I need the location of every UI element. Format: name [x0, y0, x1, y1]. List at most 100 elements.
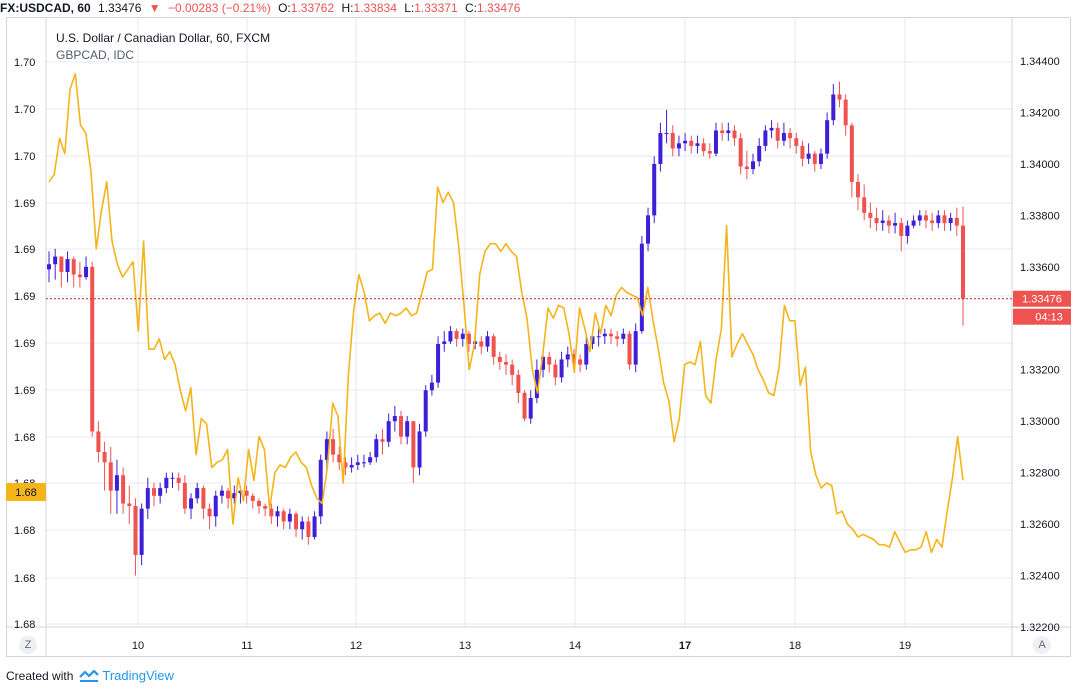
candle-body	[90, 266, 95, 432]
candle-body	[405, 421, 410, 437]
candle-body	[856, 181, 861, 198]
candle-body	[812, 153, 817, 164]
last-price-badge	[1013, 290, 1071, 307]
left-axis-tick-label: 1.69	[14, 244, 35, 256]
legend-main-series[interactable]: U.S. Dollar / Canadian Dollar, 60, FXCM	[56, 31, 271, 45]
candle-body	[368, 457, 373, 463]
x-axis-tick-label: 17	[679, 640, 691, 652]
chart-frame	[6, 17, 1071, 657]
x-axis-tick-label: 19	[899, 640, 911, 652]
candle-body	[738, 138, 743, 167]
candle-body	[627, 333, 632, 365]
candle-body	[238, 490, 243, 494]
high-label: H:	[341, 1, 354, 15]
candle-body	[961, 225, 965, 299]
open-value: 1.33762	[290, 1, 335, 15]
candle-body	[658, 133, 663, 164]
candle-body	[176, 477, 181, 483]
close-value: 1.33476	[476, 1, 521, 15]
candle-body	[615, 336, 620, 339]
candle-body	[930, 220, 935, 224]
right-axis-tick-label: 1.32800	[1020, 468, 1060, 480]
candle-body	[448, 331, 453, 342]
last-price-badge-text: 1.33476	[1022, 294, 1062, 306]
tradingview-logo[interactable]: TradingView	[79, 668, 174, 683]
right-axis-tick-label: 1.34000	[1020, 159, 1060, 171]
x-axis-tick-label: 12	[350, 640, 362, 652]
right-axis-tick-label: 1.32600	[1020, 519, 1060, 531]
candle-body	[460, 333, 465, 339]
left-axis-tick-label: 1.68	[14, 525, 35, 537]
x-axis-tick-label: 10	[132, 640, 144, 652]
left-axis-tick-label: 1.69	[14, 338, 35, 350]
candle-body	[442, 341, 447, 344]
legend-compare-series[interactable]: GBPCAD, IDC	[56, 48, 135, 62]
candle-body	[256, 500, 261, 507]
candle-body	[269, 508, 274, 517]
candle-body	[862, 197, 867, 213]
candle-body	[670, 133, 675, 149]
candle-body	[652, 163, 657, 216]
candle-body	[108, 462, 113, 491]
candle-body	[343, 462, 348, 468]
candle-body	[219, 490, 224, 496]
candle-body	[602, 333, 607, 337]
candle-body	[392, 416, 397, 422]
candle-body	[306, 521, 311, 537]
candle-body	[250, 495, 255, 501]
candle-body	[275, 511, 280, 517]
candle-body	[726, 130, 731, 134]
low-value: 1.33371	[414, 1, 458, 15]
candle-body	[713, 130, 718, 154]
candle-body	[917, 215, 922, 221]
candle-body	[775, 127, 780, 141]
auto-scale-left-button[interactable]: Z	[19, 636, 37, 654]
symbol-label[interactable]: FX:USDCAD, 60	[0, 1, 91, 15]
candle-body	[683, 140, 688, 144]
candle-body	[621, 333, 626, 339]
candle-body	[868, 212, 873, 218]
candle-body	[707, 151, 712, 154]
candle-body	[71, 259, 76, 275]
candle-body	[331, 439, 336, 455]
right-axis-tick-label: 1.34400	[1020, 56, 1060, 68]
right-axis-tick-label: 1.33200	[1020, 365, 1060, 377]
left-axis-tick-label: 1.68	[14, 619, 35, 631]
candle-body	[281, 511, 286, 522]
auto-scale-right-button[interactable]: A	[1033, 636, 1051, 654]
left-axis-tick-label: 1.70	[14, 57, 35, 69]
candle-body	[59, 256, 64, 272]
candle-body	[794, 138, 799, 146]
tradingview-logo-icon	[79, 669, 100, 682]
footer: Created with TradingView	[6, 668, 174, 683]
candle-body	[763, 130, 768, 146]
candle-body	[300, 521, 305, 530]
candle-body	[349, 464, 354, 468]
candle-body	[899, 223, 904, 236]
last-price: 1.33476	[98, 1, 142, 15]
candle-body	[720, 130, 725, 134]
candle-body	[528, 398, 533, 419]
candle-body	[374, 439, 379, 458]
candle-body	[287, 513, 292, 522]
candle-body	[936, 215, 941, 224]
right-axis-tick-label: 1.32400	[1020, 571, 1060, 583]
candle-body	[355, 462, 360, 465]
left-axis-tick-label: 1.68	[14, 573, 35, 585]
candle-body	[522, 392, 527, 419]
candle-body	[578, 359, 583, 365]
candle-body	[84, 266, 89, 278]
candle-body	[96, 431, 101, 453]
candle-body	[590, 336, 595, 344]
candle-body	[417, 431, 422, 468]
tradingview-brand: TradingView	[102, 668, 174, 683]
candle-body	[411, 421, 416, 468]
candle-body	[516, 374, 521, 393]
candle-body	[948, 217, 953, 224]
candle-body	[954, 217, 959, 226]
candle-body	[510, 364, 515, 375]
candle-body	[571, 354, 576, 360]
candle-body	[689, 140, 694, 146]
candle-body	[485, 336, 490, 347]
